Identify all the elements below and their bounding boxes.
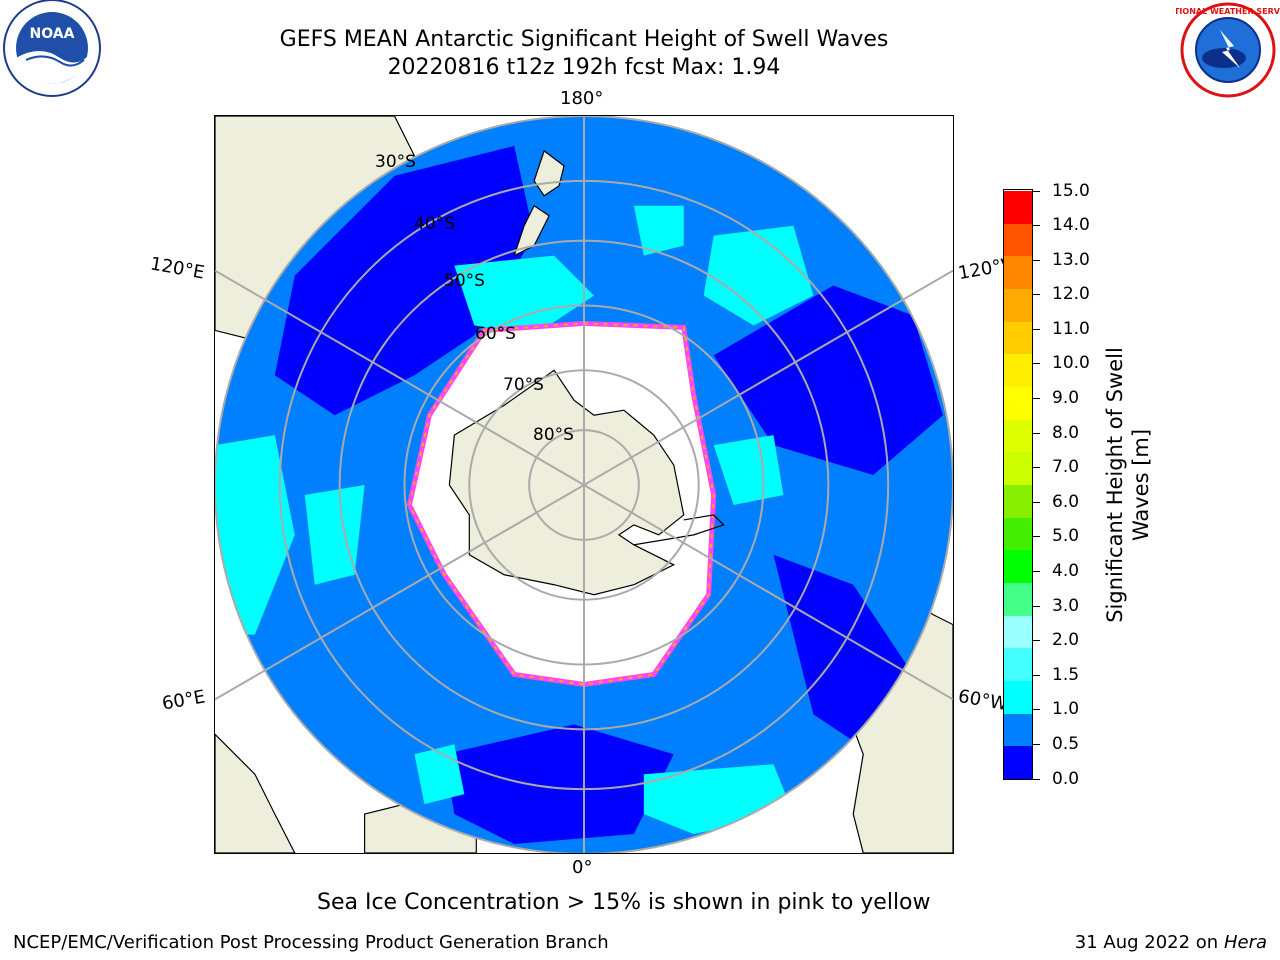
colorbar-segment	[1004, 746, 1032, 779]
map-subtitle: 20220816 t12z 192h fcst Max: 1.94	[184, 55, 984, 81]
colorbar-segment	[1004, 420, 1032, 453]
colorbar-segment	[1004, 387, 1032, 420]
colorbar-tick-label: 0.5	[1052, 736, 1079, 753]
lon-label-bottom: 0°	[572, 857, 592, 878]
colorbar-tick-label: 6.0	[1052, 494, 1079, 511]
footer-credit: NCEP/EMC/Verification Post Processing Pr…	[13, 932, 609, 953]
colorbar-tick-mark	[1033, 675, 1040, 676]
sea-ice-note: Sea Ice Concentration > 15% is shown in …	[317, 890, 931, 915]
colorbar-tick-mark	[1033, 536, 1040, 537]
colorbar-segment	[1004, 583, 1032, 616]
colorbar-tick-label: 1.0	[1052, 701, 1079, 718]
colorbar-tick-mark	[1033, 225, 1040, 226]
colorbar-tick-label: 1.5	[1052, 667, 1079, 684]
colorbar-segment	[1004, 518, 1032, 551]
colorbar-tick-label: 10.0	[1052, 355, 1090, 372]
colorbar-tick-mark	[1033, 294, 1040, 295]
colorbar-tick-mark	[1033, 363, 1040, 364]
lat-label-30: 30°S	[375, 152, 416, 172]
colorbar-tick-mark	[1033, 709, 1040, 710]
colorbar-tick-label: 4.0	[1052, 563, 1079, 580]
colorbar-tick-label: 13.0	[1052, 252, 1090, 269]
noaa-logo: NOAA	[0, 0, 104, 100]
noaa-logo-text: NOAA	[30, 26, 75, 42]
nws-logo: NATIONAL WEATHER SERVICE	[1176, 0, 1280, 100]
colorbar-segment	[1004, 224, 1032, 257]
lon-label-upper-left: 120°E	[149, 253, 207, 283]
colorbar-segment	[1004, 681, 1032, 714]
colorbar-segment	[1004, 354, 1032, 387]
lat-label-60: 60°S	[475, 324, 516, 344]
colorbar-tick-mark	[1033, 191, 1040, 192]
colorbar-tick-label: 2.0	[1052, 632, 1079, 649]
lat-label-40: 40°S	[414, 214, 455, 234]
colorbar-tick-mark	[1033, 502, 1040, 503]
colorbar-segment	[1004, 191, 1032, 224]
colorbar-tick-label: 0.0	[1052, 771, 1079, 788]
colorbar-tick-label: 11.0	[1052, 321, 1090, 338]
lat-label-50: 50°S	[444, 271, 485, 291]
colorbar-tick-mark	[1033, 779, 1040, 780]
colorbar-tick-mark	[1033, 398, 1040, 399]
lat-label-70: 70°S	[503, 375, 544, 395]
swell-height-map	[214, 115, 954, 854]
colorbar-tick-mark	[1033, 467, 1040, 468]
colorbar-tick-mark	[1033, 744, 1040, 745]
colorbar-tick-mark	[1033, 329, 1040, 330]
lon-label-lower-right: 60°W	[957, 686, 1010, 715]
colorbar-tick-label: 14.0	[1052, 217, 1090, 234]
colorbar-tick-mark	[1033, 640, 1040, 641]
lon-label-top: 180°	[560, 88, 603, 109]
colorbar-label: Significant Height of Swell Waves [m]	[1102, 347, 1154, 623]
footer-host: Hera	[1224, 932, 1267, 953]
colorbar-tick-label: 8.0	[1052, 425, 1079, 442]
lon-label-lower-left: 60°E	[161, 686, 207, 714]
colorbar-segment	[1004, 714, 1032, 747]
colorbar-segment	[1004, 616, 1032, 649]
colorbar-tick-mark	[1033, 433, 1040, 434]
colorbar-label-line2: Waves [m]	[1128, 347, 1154, 623]
colorbar-tick-label: 9.0	[1052, 390, 1079, 407]
colorbar-segment	[1004, 256, 1032, 289]
footer-date: 31 Aug 2022 on Hera	[1075, 932, 1267, 953]
lat-label-80: 80°S	[533, 425, 574, 445]
colorbar-tick-label: 15.0	[1052, 183, 1090, 200]
colorbar-segment	[1004, 550, 1032, 583]
colorbar-segment	[1004, 452, 1032, 485]
footer-date-text: 31 Aug 2022 on	[1075, 932, 1218, 953]
colorbar-tick-mark	[1033, 571, 1040, 572]
colorbar	[1003, 189, 1033, 780]
nws-logo-text: NATIONAL WEATHER SERVICE	[1176, 7, 1280, 16]
colorbar-tick-mark	[1033, 606, 1040, 607]
colorbar-label-line1: Significant Height of Swell	[1102, 347, 1128, 623]
colorbar-tick-label: 3.0	[1052, 598, 1079, 615]
colorbar-tick-label: 7.0	[1052, 459, 1079, 476]
map-title: GEFS MEAN Antarctic Significant Height o…	[184, 27, 984, 53]
colorbar-tick-label: 12.0	[1052, 286, 1090, 303]
colorbar-tick-label: 5.0	[1052, 528, 1079, 545]
colorbar-segment	[1004, 289, 1032, 322]
colorbar-segment	[1004, 648, 1032, 681]
colorbar-segment	[1004, 485, 1032, 518]
colorbar-segment	[1004, 322, 1032, 355]
colorbar-tick-mark	[1033, 260, 1040, 261]
